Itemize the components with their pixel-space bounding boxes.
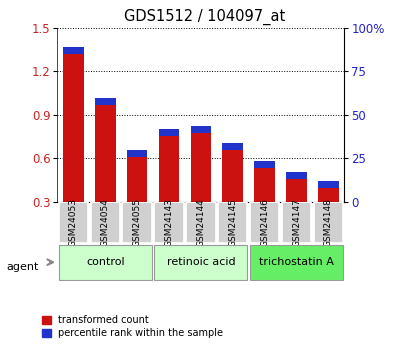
Bar — [154, 245, 247, 280]
Bar — [190, 126, 211, 133]
Text: retinoic acid: retinoic acid — [166, 257, 235, 267]
Bar — [90, 202, 119, 243]
Bar — [222, 150, 243, 202]
Bar — [317, 188, 338, 202]
Text: GSM24054: GSM24054 — [101, 198, 110, 247]
Bar — [313, 202, 342, 243]
Text: GDS1512 / 104097_at: GDS1512 / 104097_at — [124, 9, 285, 25]
Bar — [63, 54, 83, 202]
Text: GSM24053: GSM24053 — [69, 198, 78, 247]
Bar — [254, 168, 274, 202]
Bar — [222, 143, 243, 150]
Text: GSM24146: GSM24146 — [260, 198, 269, 247]
Bar — [94, 98, 115, 105]
Bar — [58, 202, 88, 243]
Text: GSM24145: GSM24145 — [228, 198, 237, 247]
Bar — [317, 181, 338, 188]
Bar — [58, 245, 151, 280]
Bar — [63, 47, 83, 54]
Bar — [158, 129, 179, 136]
Bar — [94, 105, 115, 202]
Text: GSM24148: GSM24148 — [323, 198, 332, 247]
Bar — [218, 202, 247, 243]
Text: trichostatin A: trichostatin A — [258, 257, 333, 267]
Bar — [126, 150, 147, 157]
Text: GSM24147: GSM24147 — [291, 198, 300, 247]
Legend: transformed count, percentile rank within the sample: transformed count, percentile rank withi… — [42, 315, 223, 338]
Text: agent: agent — [6, 263, 38, 272]
Text: GSM24055: GSM24055 — [132, 198, 141, 247]
Bar — [254, 161, 274, 168]
Bar — [158, 136, 179, 202]
Bar — [249, 245, 342, 280]
Bar — [285, 179, 306, 202]
Text: GSM24143: GSM24143 — [164, 198, 173, 247]
Bar — [126, 157, 147, 202]
Bar — [186, 202, 215, 243]
Bar — [154, 202, 183, 243]
Bar — [122, 202, 151, 243]
Bar — [190, 133, 211, 202]
Text: GSM24144: GSM24144 — [196, 198, 205, 247]
Bar — [281, 202, 310, 243]
Bar — [285, 172, 306, 179]
Text: control: control — [86, 257, 124, 267]
Bar — [249, 202, 279, 243]
